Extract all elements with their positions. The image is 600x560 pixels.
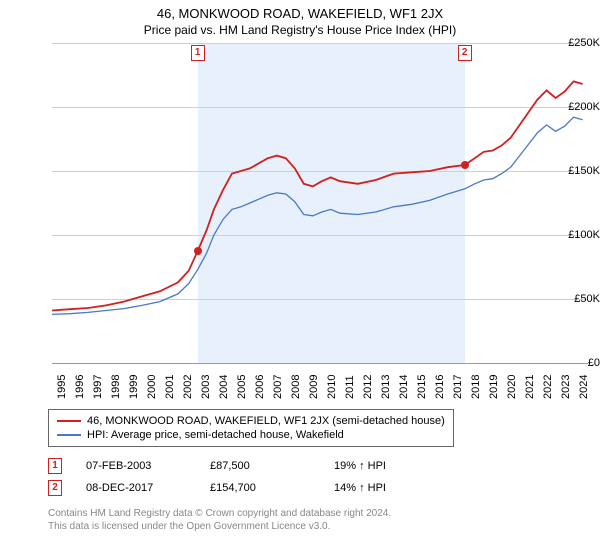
x-tick-label: 2017 — [452, 375, 464, 399]
legend-label: HPI: Average price, semi-detached house,… — [87, 429, 344, 441]
x-tick-label: 2009 — [308, 375, 320, 399]
marker-box-2: 2 — [458, 45, 472, 61]
y-tick-label: £100K — [554, 229, 600, 241]
x-tick-label: 2007 — [272, 375, 284, 399]
footnote-line-2: This data is licensed under the Open Gov… — [48, 520, 600, 533]
x-tick-label: 2002 — [182, 375, 194, 399]
annotation-delta: 19% ↑ HPI — [334, 460, 434, 472]
x-tick-label: 2023 — [560, 375, 572, 399]
x-tick-label: 1996 — [74, 375, 86, 399]
x-tick-label: 2006 — [254, 375, 266, 399]
x-tick-label: 1997 — [92, 375, 104, 399]
x-tick-label: 2003 — [200, 375, 212, 399]
annotations-table: 1 07-FEB-2003 £87,500 19% ↑ HPI 2 08-DEC-2017… — [48, 455, 600, 499]
legend-row: 46, MONKWOOD ROAD, WAKEFIELD, WF1 2JX (s… — [57, 414, 445, 428]
marker-box-1: 1 — [191, 45, 205, 61]
x-tick-label: 2021 — [524, 375, 536, 399]
x-tick-label: 2000 — [146, 375, 158, 399]
annotation-date: 08-DEC-2017 — [86, 482, 186, 494]
x-tick-label: 1999 — [128, 375, 140, 399]
y-tick-label: £200K — [554, 101, 600, 113]
annotation-date: 07-FEB-2003 — [86, 460, 186, 472]
x-tick-label: 2010 — [326, 375, 338, 399]
y-tick-label: £250K — [554, 37, 600, 49]
annotation-price: £87,500 — [210, 460, 310, 472]
series-hpi — [52, 117, 583, 314]
footnote: Contains HM Land Registry data © Crown c… — [48, 507, 600, 533]
x-tick-label: 2018 — [470, 375, 482, 399]
chart-title: 46, MONKWOOD ROAD, WAKEFIELD, WF1 2JX — [0, 0, 600, 21]
x-tick-label: 2014 — [398, 375, 410, 399]
line-series-svg — [0, 43, 588, 363]
y-tick-label: £0 — [554, 357, 600, 369]
legend-swatch — [57, 434, 81, 436]
marker-dot-2 — [461, 161, 469, 169]
x-tick-label: 2004 — [218, 375, 230, 399]
x-tick-label: 2008 — [290, 375, 302, 399]
legend-swatch — [57, 420, 81, 422]
annotation-row: 2 08-DEC-2017 £154,700 14% ↑ HPI — [48, 477, 600, 499]
x-tick-label: 2024 — [578, 375, 590, 399]
x-tick-label: 2012 — [362, 375, 374, 399]
x-tick-label: 2013 — [380, 375, 392, 399]
footnote-line-1: Contains HM Land Registry data © Crown c… — [48, 507, 600, 520]
series-subject — [52, 81, 583, 310]
x-tick-label: 2019 — [488, 375, 500, 399]
annotation-marker-1: 1 — [48, 458, 62, 474]
x-axis-baseline — [52, 363, 588, 364]
x-tick-label: 2016 — [434, 375, 446, 399]
annotation-row: 1 07-FEB-2003 £87,500 19% ↑ HPI — [48, 455, 600, 477]
x-tick-label: 2015 — [416, 375, 428, 399]
x-tick-label: 1998 — [110, 375, 122, 399]
annotation-marker-2: 2 — [48, 480, 62, 496]
legend-label: 46, MONKWOOD ROAD, WAKEFIELD, WF1 2JX (s… — [87, 415, 445, 427]
annotation-delta: 14% ↑ HPI — [334, 482, 434, 494]
legend-row: HPI: Average price, semi-detached house,… — [57, 428, 445, 442]
x-tick-label: 2005 — [236, 375, 248, 399]
y-tick-label: £50K — [554, 293, 600, 305]
x-tick-label: 2001 — [164, 375, 176, 399]
x-tick-label: 1995 — [56, 375, 68, 399]
marker-dot-1 — [194, 247, 202, 255]
y-tick-label: £150K — [554, 165, 600, 177]
x-tick-label: 2020 — [506, 375, 518, 399]
x-tick-label: 2011 — [344, 375, 356, 399]
chart-area: 12 £0£50K£100K£150K£200K£250K 1995199619… — [0, 43, 600, 403]
annotation-price: £154,700 — [210, 482, 310, 494]
legend: 46, MONKWOOD ROAD, WAKEFIELD, WF1 2JX (s… — [48, 409, 454, 447]
x-tick-label: 2022 — [542, 375, 554, 399]
chart-subtitle: Price paid vs. HM Land Registry's House … — [0, 21, 600, 43]
